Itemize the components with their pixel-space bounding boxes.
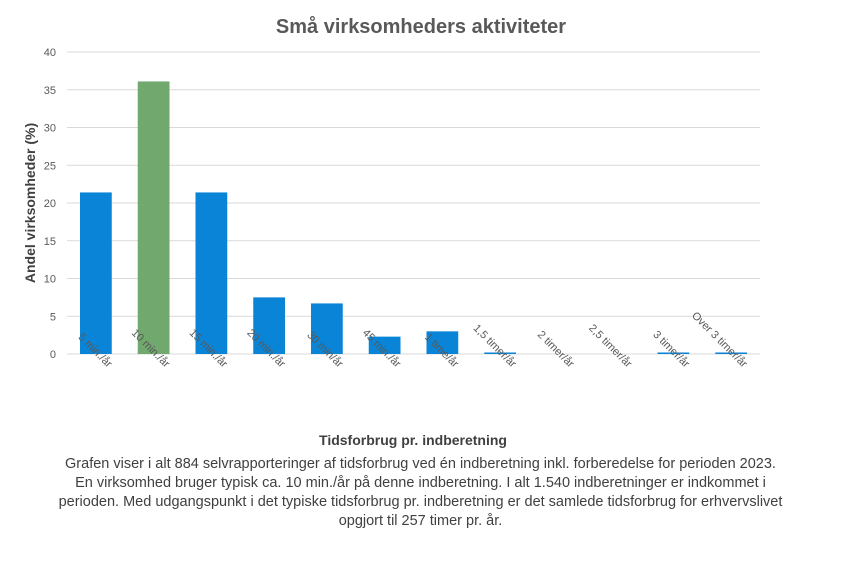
x-tick-label: 2,5 timer/år <box>586 322 634 370</box>
x-axis-ticks: 5 min./år 10 min./år 15 min./år 20 min./år 3… <box>75 310 749 371</box>
x-tick-label: 1,5 timer/år <box>471 322 519 370</box>
y-tick-label: 30 <box>44 123 56 135</box>
bar <box>253 297 286 354</box>
bar <box>310 303 343 354</box>
y-tick-label: 5 <box>50 311 56 323</box>
bar <box>137 81 170 354</box>
y-axis-ticks: 0 5 10 15 20 25 30 35 40 <box>44 47 56 361</box>
y-tick-label: 15 <box>44 236 56 248</box>
bar <box>715 352 748 354</box>
y-tick-label: 0 <box>50 349 56 361</box>
y-tick-label: 10 <box>44 274 56 286</box>
x-axis-title: Tidsforbrug pr. indberetning <box>319 432 507 448</box>
bars <box>79 81 748 354</box>
y-tick-label: 40 <box>44 47 56 59</box>
bar <box>657 352 690 354</box>
bar <box>426 331 459 354</box>
bar <box>368 336 401 354</box>
x-tick-label: 2 timer/år <box>535 329 577 371</box>
chart-caption: Grafen viser i alt 884 selvrapporteringe… <box>58 456 783 529</box>
x-tick-label: 3 timer/år <box>650 329 692 371</box>
gridlines <box>67 51 760 355</box>
y-axis-title: Andel virksomheder (%) <box>22 123 38 283</box>
x-tick-label: Over 3 timer/år <box>689 310 750 371</box>
y-tick-label: 25 <box>44 160 56 172</box>
y-tick-label: 35 <box>44 85 56 97</box>
chart-title: Små virksomheders aktiviteter <box>276 15 566 38</box>
y-tick-label: 20 <box>44 198 56 210</box>
bar <box>195 192 228 354</box>
bar <box>79 192 112 354</box>
bar <box>484 352 517 354</box>
